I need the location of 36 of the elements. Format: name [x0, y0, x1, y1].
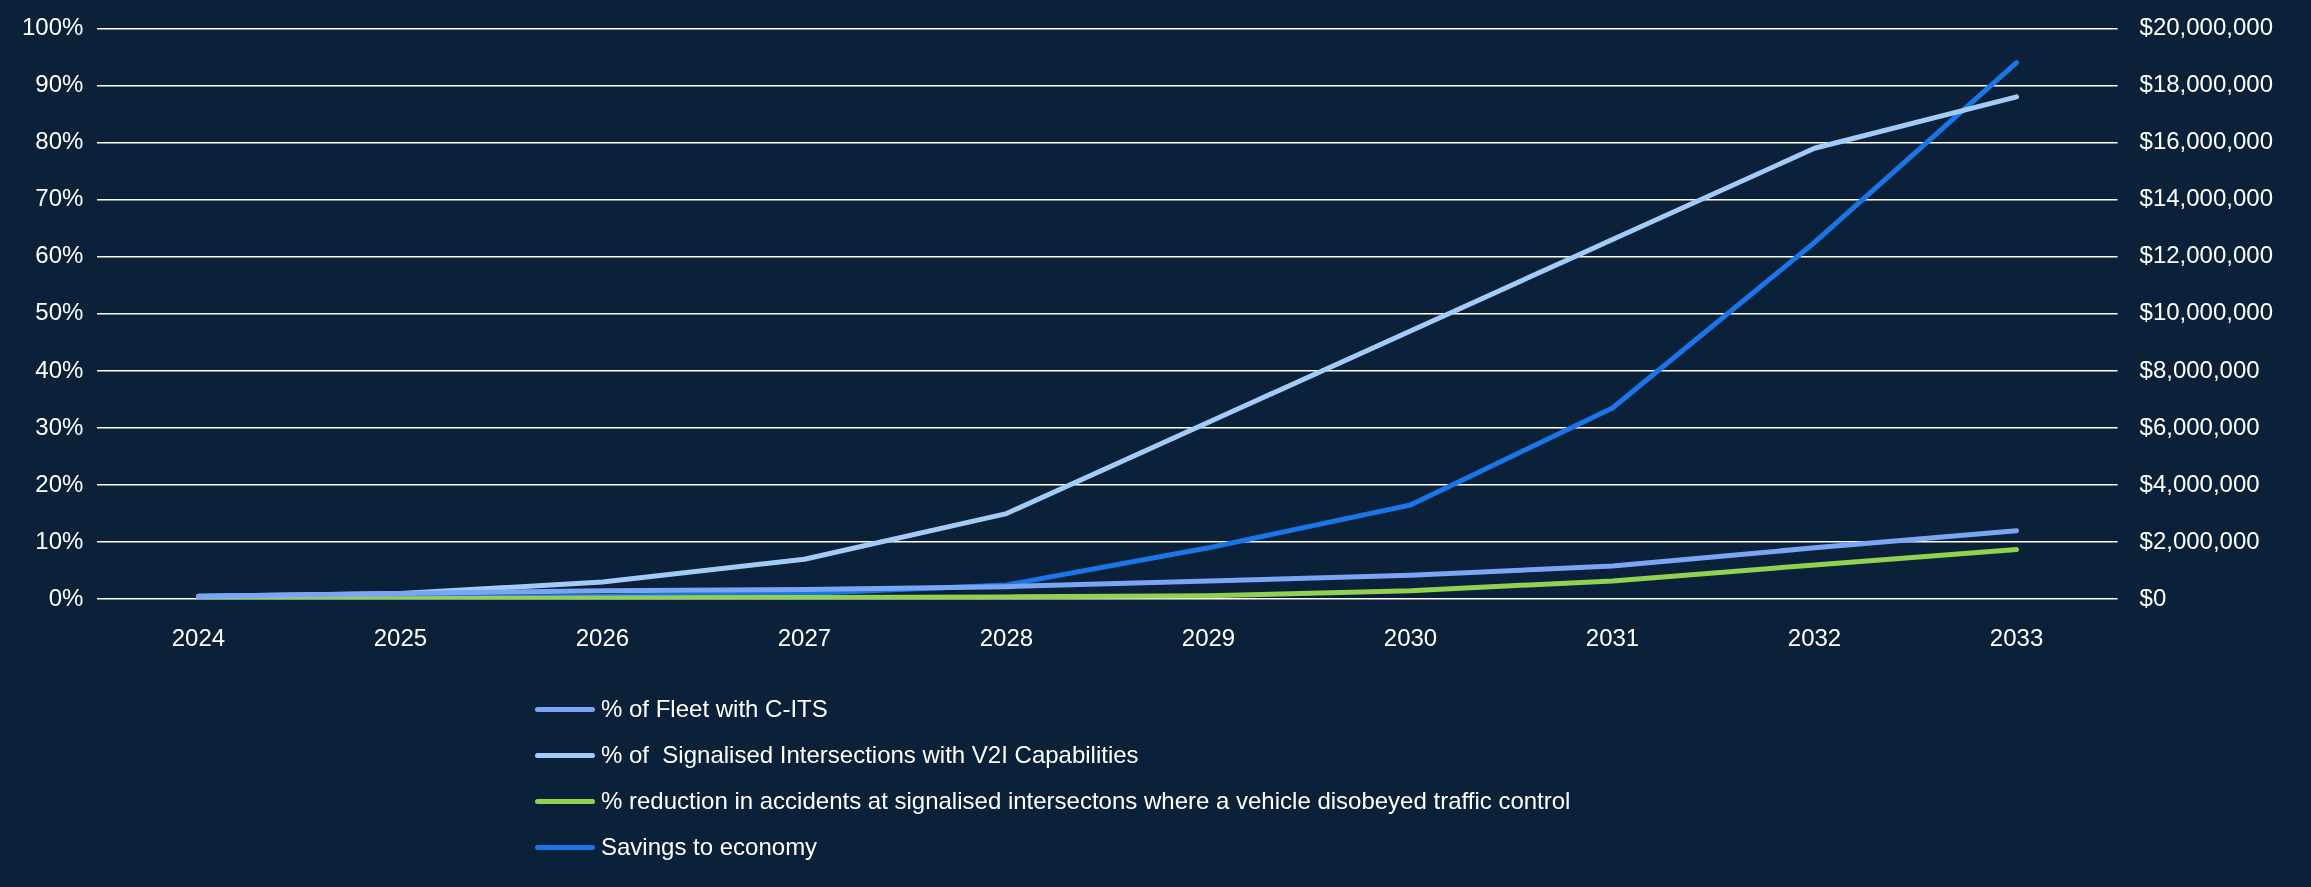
y2-tick-label: $20,000,000 [2139, 13, 2273, 41]
y2-tick-label: $4,000,000 [2139, 469, 2260, 497]
x-tick-label: 2027 [777, 624, 832, 652]
y-tick-label: 10% [35, 526, 84, 554]
legend-label: % of Fleet with C-ITS [601, 695, 828, 723]
y2-tick-label: $10,000,000 [2139, 298, 2273, 326]
x-tick-label: 2025 [373, 624, 428, 652]
y-tick-label: 30% [35, 412, 84, 440]
legend-label: % reduction in accidents at signalised intersectons where a vehicle disobeyed traffic control [601, 787, 1571, 815]
y2-tick-label: $8,000,000 [2139, 355, 2260, 383]
x-tick-label: 2029 [1181, 624, 1236, 652]
legend-label: Savings to economy [601, 833, 818, 861]
y-tick-label: 20% [35, 469, 84, 497]
y-tick-label: 50% [35, 298, 84, 326]
x-tick-label: 2031 [1585, 624, 1640, 652]
y-tick-label: 40% [35, 355, 84, 383]
y2-tick-label: $18,000,000 [2139, 70, 2273, 98]
x-tick-label: 2026 [575, 624, 630, 652]
y-tick-label: 60% [35, 241, 84, 269]
y2-tick-label: $14,000,000 [2139, 184, 2273, 212]
y2-tick-label: $2,000,000 [2139, 526, 2260, 554]
y-tick-label: 70% [35, 184, 84, 212]
legend-label: % of Signalised Intersections with V2I Capabilities [601, 741, 1139, 769]
y2-tick-label: $16,000,000 [2139, 127, 2273, 155]
y2-tick-label: $0 [2139, 583, 2167, 611]
y-tick-label: 100% [21, 13, 84, 41]
y-tick-label: 80% [35, 127, 84, 155]
y-tick-label: 90% [35, 70, 84, 98]
y2-tick-label: $12,000,000 [2139, 241, 2273, 269]
x-tick-label: 2030 [1383, 624, 1438, 652]
y2-tick-label: $6,000,000 [2139, 412, 2260, 440]
x-tick-label: 2033 [1989, 624, 2044, 652]
y-tick-label: 0% [48, 583, 84, 611]
x-tick-label: 2028 [979, 624, 1034, 652]
x-tick-label: 2024 [171, 624, 226, 652]
x-tick-label: 2032 [1787, 624, 1842, 652]
